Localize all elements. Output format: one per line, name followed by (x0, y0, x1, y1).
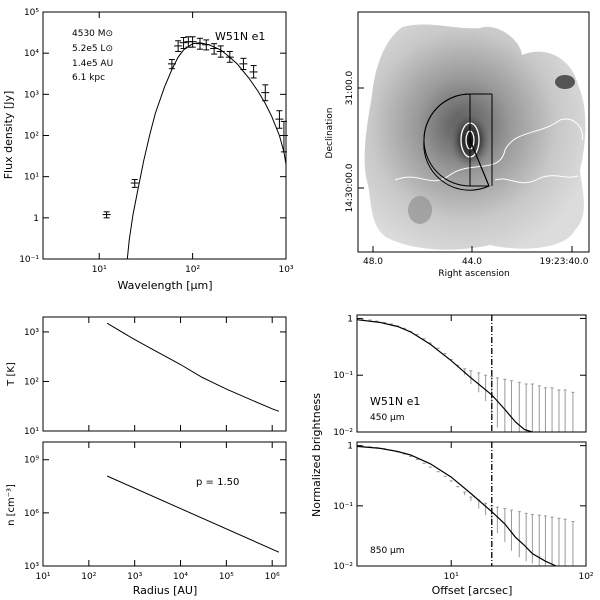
y-tick-label: 1 (33, 214, 39, 224)
y-tick-label: 1 (347, 442, 353, 452)
sed-panel: 10¹ 10² 10³ 10⁻¹ 1 10¹ 10² 10³ 10⁴ 10⁵ W51N e1 45… (2, 8, 294, 292)
y-tick-label: 10⁻² (333, 428, 353, 438)
x-tick-label: 10⁵ (219, 572, 234, 582)
y-tick-label: 10¹ (24, 427, 39, 437)
y-tick-label: 10⁶ (24, 509, 39, 519)
temperature-panel: 10¹ 10² 10³ T [K] (6, 316, 287, 437)
sed-ylabel: Flux density [Jy] (2, 91, 15, 180)
profile850-panel: 10¹ 10² 10⁻² 10⁻¹ 1 850 μm Offset [arcsec] (333, 441, 594, 597)
x-tick-label: 10⁶ (265, 572, 280, 582)
x-tick-label: 10³ (127, 572, 142, 582)
sed-xlabel: Wavelength [μm] (117, 279, 212, 292)
y-tick-label: 10⁻¹ (333, 502, 353, 512)
y-tick-label: 10⁻¹ (19, 255, 39, 265)
y-tick-label: 10³ (24, 328, 39, 338)
map-xtick-label: 44.0 (462, 257, 482, 267)
profile450-curve (356, 319, 533, 433)
profile450-title: W51N e1 (370, 395, 420, 408)
y-tick-label: 10⁹ (24, 456, 39, 466)
map-xtick-label: 19:23:40.0 (539, 257, 588, 267)
density-ylabel: n [cm⁻³] (6, 484, 17, 526)
map-contour-lower (494, 175, 579, 184)
x-tick-label: 10¹ (444, 572, 459, 582)
profile850-xlabel: Offset [arcsec] (432, 584, 513, 597)
profile450-annotation: 450 μm (370, 413, 405, 423)
map-outer-contour (394, 118, 584, 182)
density-annotation: p = 1.50 (196, 477, 239, 488)
sed-annotation-distance: 6.1 kpc (72, 73, 105, 83)
profile450-frame (356, 314, 587, 433)
sed-errorbars (102, 36, 288, 219)
map-xtick-label: 48.0 (363, 257, 383, 267)
map-annulus-sector (469, 94, 490, 187)
x-tick-label: 10³ (278, 265, 293, 275)
profile450-panel: 10⁻² 10⁻¹ 1 W51N e1 450 μm Normalized brig… (310, 314, 587, 517)
profile850-ticks: 10¹ 10² 10⁻² 10⁻¹ 1 (333, 442, 594, 582)
map-image (364, 24, 586, 250)
x-tick-label: 10² (185, 265, 200, 275)
x-tick-label: 10² (81, 572, 96, 582)
sed-annotation-luminosity: 5.2e5 L⊙ (72, 44, 113, 54)
map-ytick-label: 31:00.0 (345, 70, 355, 105)
density-xlabel: Radius [AU] (133, 584, 198, 597)
map-secondary-source (555, 75, 575, 89)
map-panel: 48.0 44.0 19:23:40.0 31:00.0 14:30:00.0 … (325, 11, 590, 279)
temperature-ylabel: T [K] (6, 362, 17, 387)
sed-annotation-radius: 1.4e5 AU (72, 59, 113, 69)
y-tick-label: 10³ (24, 90, 39, 100)
sed-annotation-mass: 4530 M⊙ (72, 29, 113, 39)
y-tick-label: 10⁵ (24, 8, 39, 18)
y-tick-label: 10² (24, 377, 39, 387)
y-tick-label: 10² (24, 132, 39, 142)
map-ytick-label: 14:30:00.0 (345, 163, 355, 212)
temperature-ticks: 10¹ 10² 10³ (24, 317, 286, 437)
profile850-annotation: 850 μm (370, 546, 405, 556)
y-tick-label: 10⁻² (333, 562, 353, 572)
x-tick-label: 10¹ (92, 265, 107, 275)
map-faint-source (408, 196, 432, 224)
map-xlabel: Right ascension (438, 269, 509, 279)
map-frame (357, 11, 590, 253)
profile-ylabel: Normalized brightness (310, 393, 323, 517)
map-ylabel: Declination (325, 108, 335, 159)
x-tick-label: 10² (578, 572, 593, 582)
y-tick-label: 10¹ (24, 173, 39, 183)
profile850-frame (356, 441, 587, 567)
x-tick-label: 10⁴ (173, 572, 188, 582)
density-panel: 10¹ 10² 10³ 10⁴ 10⁵ 10⁶ 10³ 10⁶ 10⁹ p = 1.50 Rad… (6, 441, 287, 597)
sed-title: W51N e1 (215, 30, 265, 43)
map-annulus-arc (423, 93, 490, 191)
x-tick-label: 10¹ (35, 572, 50, 582)
y-tick-label: 10⁴ (24, 49, 39, 59)
density-curve (106, 475, 280, 553)
y-tick-label: 10⁻¹ (333, 371, 353, 381)
y-tick-label: 1 (347, 314, 353, 324)
sed-model-curve (126, 42, 287, 260)
y-tick-label: 10³ (24, 562, 39, 572)
profile850-curve (356, 445, 557, 567)
sed-ticks: 10¹ 10² 10³ 10⁻¹ 1 10¹ 10² 10³ 10⁴ 10⁵ (19, 8, 294, 275)
sed-frame (42, 11, 287, 260)
density-frame (42, 441, 287, 567)
density-ticks: 10¹ 10² 10³ 10⁴ 10⁵ 10⁶ 10³ 10⁶ 10⁹ (24, 442, 286, 582)
temperature-curve (106, 322, 280, 412)
temperature-frame (42, 316, 287, 432)
